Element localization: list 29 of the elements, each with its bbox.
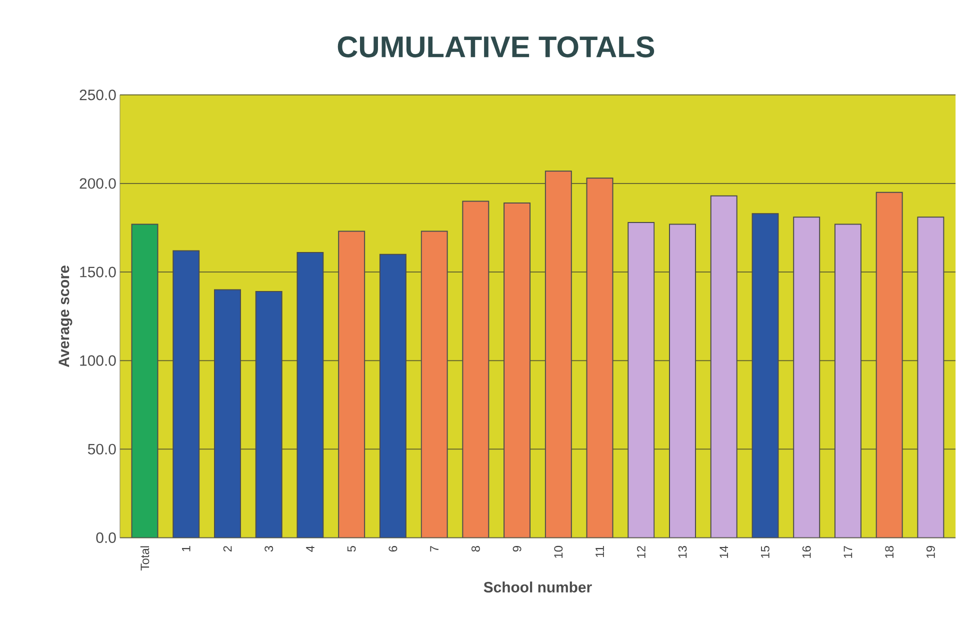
x-tick-label: 14 bbox=[720, 546, 728, 558]
y-tick-label: 50.0 bbox=[88, 444, 116, 455]
x-tick-label: 15 bbox=[761, 546, 770, 558]
x-axis-title: School number bbox=[484, 582, 592, 593]
y-tick-label: 250.0 bbox=[80, 90, 116, 100]
x-tick-label: 13 bbox=[678, 546, 687, 558]
x-tick-label: 6 bbox=[388, 546, 398, 552]
y-tick-label: 0.0 bbox=[96, 532, 116, 544]
y-axis-title: Average score bbox=[58, 266, 72, 368]
x-tick-label: 11 bbox=[596, 546, 604, 558]
x-tick-label: 10 bbox=[554, 546, 563, 558]
x-tick-label: 1 bbox=[182, 546, 190, 552]
x-tick-label: 5 bbox=[347, 546, 356, 552]
x-tick-label: Total bbox=[140, 546, 150, 571]
x-tick-label: 9 bbox=[512, 546, 522, 552]
x-tick-label: 17 bbox=[844, 546, 852, 558]
x-tick-label: 16 bbox=[802, 546, 811, 558]
x-tick-label: 7 bbox=[430, 546, 438, 552]
x-tick-label: 12 bbox=[636, 546, 646, 558]
y-tick-label: 150.0 bbox=[80, 266, 116, 278]
chart-title: CUMULATIVE TOTALS bbox=[338, 36, 654, 58]
x-tick-label: 3 bbox=[264, 546, 274, 552]
x-tick-label: 8 bbox=[471, 546, 480, 552]
x-tick-label: 2 bbox=[223, 546, 232, 552]
x-tick-label: 19 bbox=[926, 546, 935, 558]
y-tick-label: 200.0 bbox=[80, 178, 116, 189]
x-tick-label: 4 bbox=[306, 546, 314, 552]
y-tick-label: 100.0 bbox=[80, 355, 116, 366]
x-tick-label: 18 bbox=[885, 546, 894, 558]
